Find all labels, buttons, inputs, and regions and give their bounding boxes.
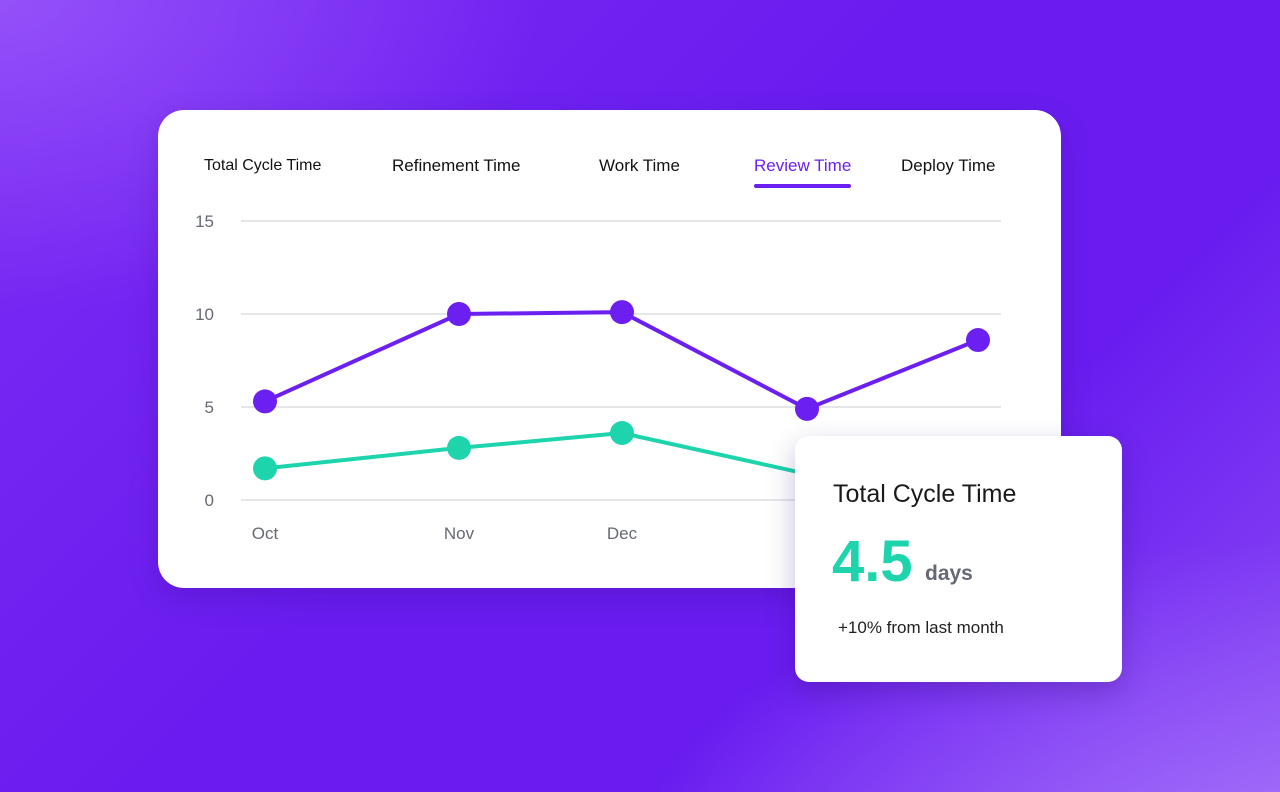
x-tick-label: Oct <box>252 524 279 543</box>
y-tick-label: 10 <box>195 305 214 324</box>
data-point <box>253 389 277 414</box>
data-point <box>610 300 634 325</box>
y-tick-label: 5 <box>205 398 214 417</box>
chart-card: Total Cycle Time Refinement Time Work Ti… <box>158 110 1061 588</box>
summary-card: Total Cycle Time 4.5 days +10% from last… <box>795 436 1122 682</box>
tab-review-time[interactable]: Review Time <box>754 156 852 188</box>
y-tick-label: 0 <box>205 491 214 510</box>
data-point <box>447 302 471 326</box>
series-line-0 <box>263 310 980 411</box>
data-point <box>253 456 277 481</box>
data-point <box>447 435 471 460</box>
summary-title: Total Cycle Time <box>833 480 1017 508</box>
series-line-1 <box>263 431 809 476</box>
x-tick-label: Dec <box>607 524 638 543</box>
tab-refinement-time[interactable]: Refinement Time <box>392 156 521 175</box>
tab-total-cycle-time[interactable]: Total Cycle Time <box>204 157 322 174</box>
tab-work-time[interactable]: Work Time <box>599 156 680 175</box>
data-point <box>966 328 990 353</box>
y-tick-label: 15 <box>195 212 214 231</box>
data-point <box>795 396 819 421</box>
metric-tabs: Total Cycle Time Refinement Time Work Ti… <box>158 110 1061 188</box>
tab-deploy-time[interactable]: Deploy Time <box>901 156 996 175</box>
summary-value: 4.5 <box>832 529 913 594</box>
summary-unit: days <box>925 562 973 585</box>
data-point <box>610 421 634 446</box>
line-chart: 15 10 5 0 Oct Nov Dec <box>195 212 1001 543</box>
x-tick-label: Nov <box>444 524 475 543</box>
summary-change: +10% from last month <box>838 618 1004 637</box>
